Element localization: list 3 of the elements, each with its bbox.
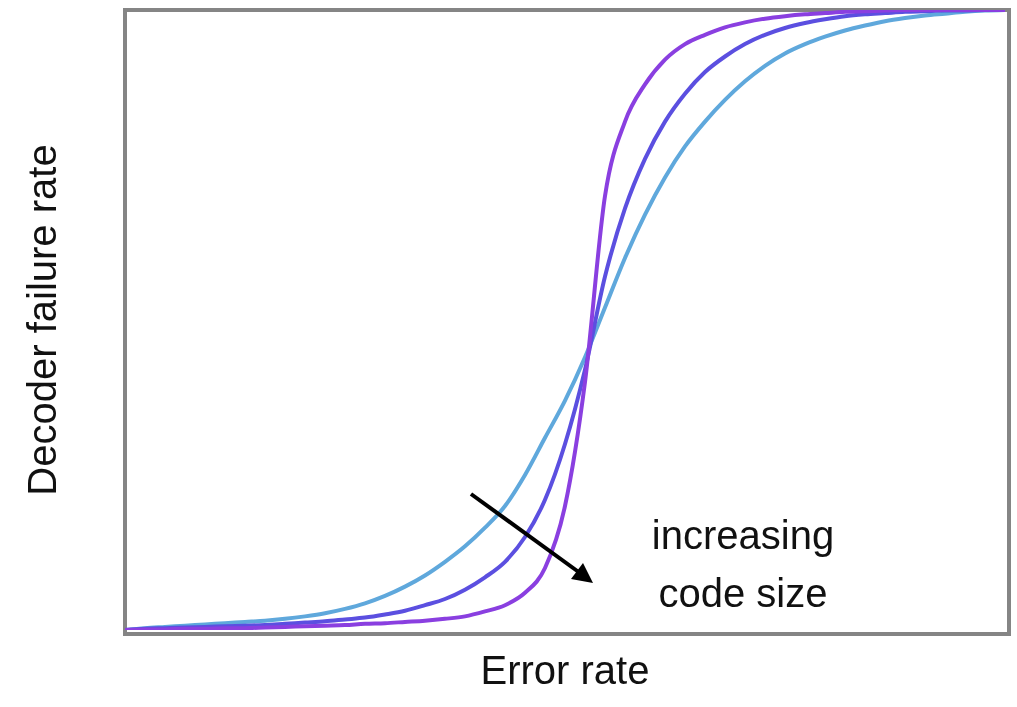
x-axis-title: Error rate: [479, 648, 651, 693]
annotation: increasing code size: [650, 512, 836, 617]
y-axis-title: Decoder failure rate: [20, 143, 65, 498]
